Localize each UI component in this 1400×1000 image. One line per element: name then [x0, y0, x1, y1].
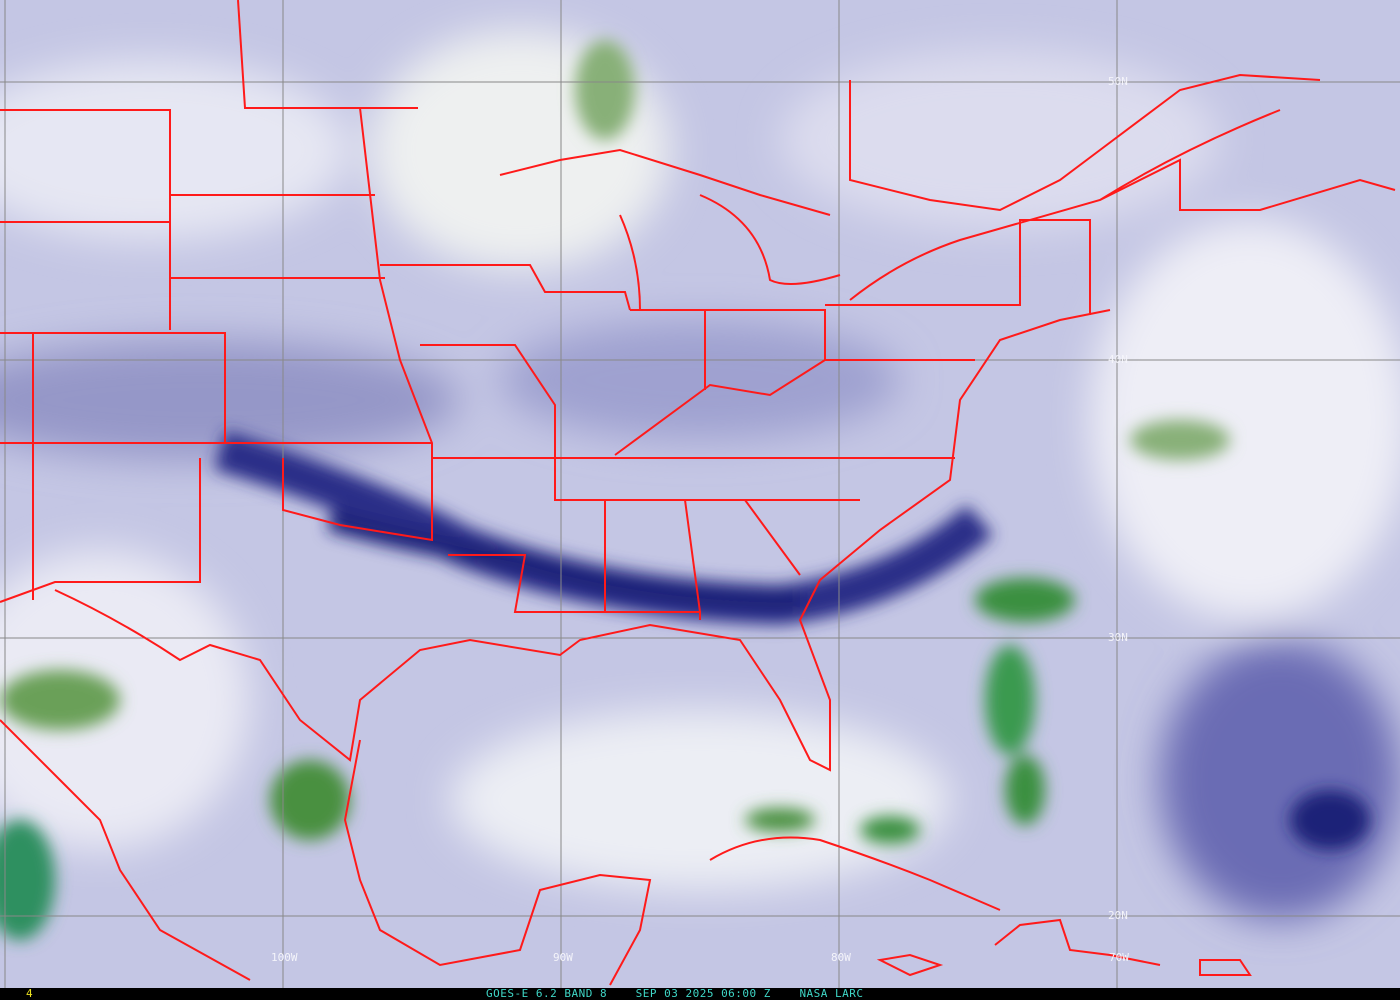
image-datetime: SEP 03 2025 06:00 Z: [635, 987, 771, 1000]
frame-number: 4: [26, 987, 33, 1000]
lon-label-70w: 70W: [1109, 951, 1129, 964]
lat-label-20n: 20N: [1108, 909, 1128, 922]
lat-label-30n: 30N: [1108, 631, 1128, 644]
grid-labels: 50N 40N 30N 20N 100W 90W 80W 70W: [271, 75, 1129, 964]
lat-label-50n: 50N: [1108, 75, 1128, 88]
status-bar: 4 GOES-E 6.2 BAND 8 SEP 03 2025 06:00 Z …: [0, 988, 1400, 1000]
cloud-patches: [0, 40, 1230, 940]
image-source: NASA LARC: [799, 987, 864, 1000]
dry-band: [214, 430, 1370, 850]
lon-label-90w: 90W: [553, 951, 573, 964]
lon-label-100w: 100W: [271, 951, 298, 964]
satellite-band: GOES-E 6.2 BAND 8: [486, 987, 608, 1000]
lat-label-40n: 40N: [1108, 353, 1128, 366]
lon-label-80w: 80W: [831, 951, 851, 964]
image-caption: GOES-E 6.2 BAND 8 SEP 03 2025 06:00 Z NA…: [486, 988, 864, 1000]
